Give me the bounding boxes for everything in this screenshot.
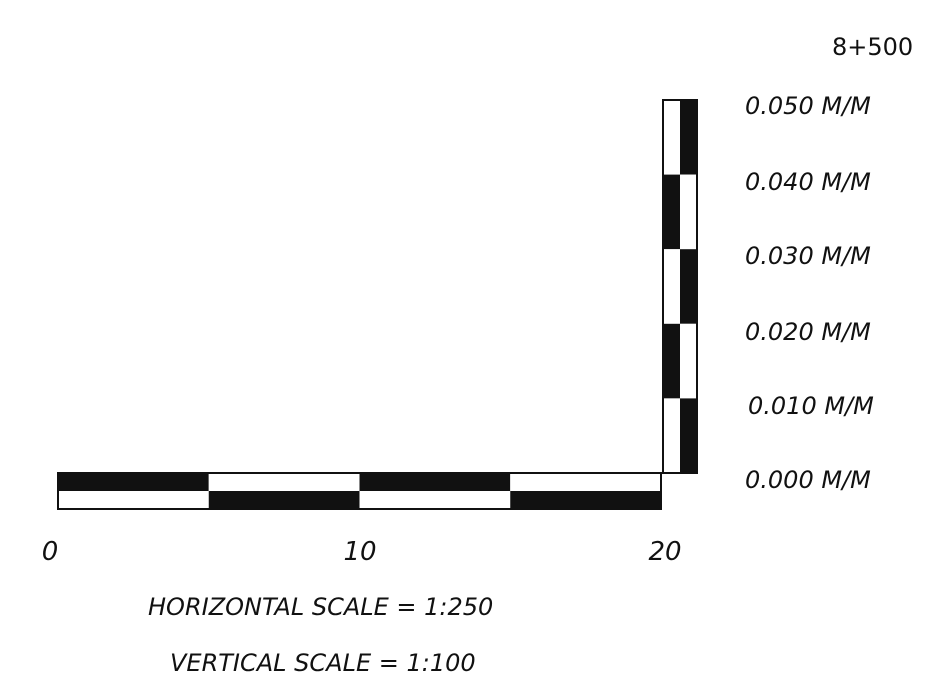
horizontal-scale-segment [208, 491, 360, 509]
horizontal-scale-segment [510, 473, 661, 491]
horizontal-scale-segment [58, 491, 209, 509]
vertical-scale-segment [680, 398, 697, 473]
horizontal-scale-bar [57, 472, 662, 510]
vertical-scale-segment [680, 249, 697, 324]
horizontal-scale-segment [58, 473, 209, 491]
horizontal-scale-segment [510, 491, 661, 509]
horizontal-tick-label: 0 [42, 537, 59, 567]
vertical-scale-segment [680, 100, 697, 175]
vertical-scale-segment [680, 323, 697, 399]
horizontal-scale-segment [359, 473, 511, 491]
vertical-tick-label: 0.030 M/M [745, 242, 871, 270]
vertical-scale-segment [663, 398, 680, 473]
station-label: 8+500 [832, 33, 913, 61]
vertical-scale-outline [662, 99, 698, 474]
vertical-scale-segment [663, 100, 680, 175]
horizontal-scale-segment [208, 473, 360, 491]
vertical-scale-segment [680, 174, 697, 250]
vertical-tick-label: 0.020 M/M [745, 318, 871, 346]
vertical-scale-caption: VERTICAL SCALE = 1:100 [170, 649, 476, 677]
vertical-tick-label: 0.040 M/M [745, 168, 871, 196]
vertical-scale-segment [663, 249, 680, 324]
horizontal-scale-segment [359, 491, 511, 509]
horizontal-tick-label: 20 [648, 537, 681, 567]
vertical-tick-label: 0.000 M/M [745, 466, 871, 494]
horizontal-tick-label: 10 [343, 537, 376, 567]
vertical-tick-label: 0.050 M/M [745, 92, 871, 120]
vertical-scale-bar [662, 99, 698, 474]
vertical-tick-label: 0.010 M/M [748, 392, 874, 420]
vertical-scale-segment [663, 323, 680, 399]
horizontal-scale-outline [57, 472, 662, 510]
vertical-scale-segment [663, 174, 680, 250]
horizontal-scale-caption: HORIZONTAL SCALE = 1:250 [148, 593, 493, 621]
